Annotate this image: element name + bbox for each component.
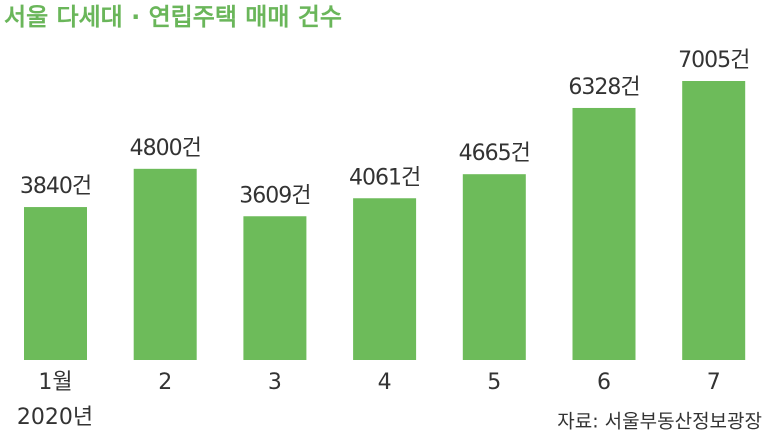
chart-title: 서울 다세대 · 연립주택 매매 건수 (4, 3, 342, 31)
x-tick-label: 2 (158, 370, 172, 395)
source: 자료: 서울부동산정보광장 (557, 411, 762, 433)
value-label: 7005건 (678, 48, 749, 73)
bar (682, 81, 746, 360)
value-label: 4800건 (130, 136, 201, 161)
x-tick-label: 4 (378, 370, 392, 395)
bar (24, 207, 87, 360)
value-label: 3840건 (20, 174, 91, 199)
value-label: 4665건 (459, 141, 530, 166)
x-tick-label: 5 (487, 370, 501, 395)
value-label: 4061건 (349, 165, 420, 190)
bar (133, 168, 197, 360)
bar (243, 216, 307, 360)
value-label: 3609건 (239, 183, 310, 208)
x-tick-label: 1월 (38, 370, 72, 395)
bar (462, 174, 526, 360)
x-tick-label: 3 (268, 370, 282, 395)
x-tick-label: 6 (597, 370, 611, 395)
value-label: 6328건 (568, 75, 639, 100)
x-tick-label: 7 (707, 370, 721, 395)
bar (353, 198, 417, 360)
category-note: 2020년 (17, 405, 93, 430)
bar (572, 107, 636, 361)
